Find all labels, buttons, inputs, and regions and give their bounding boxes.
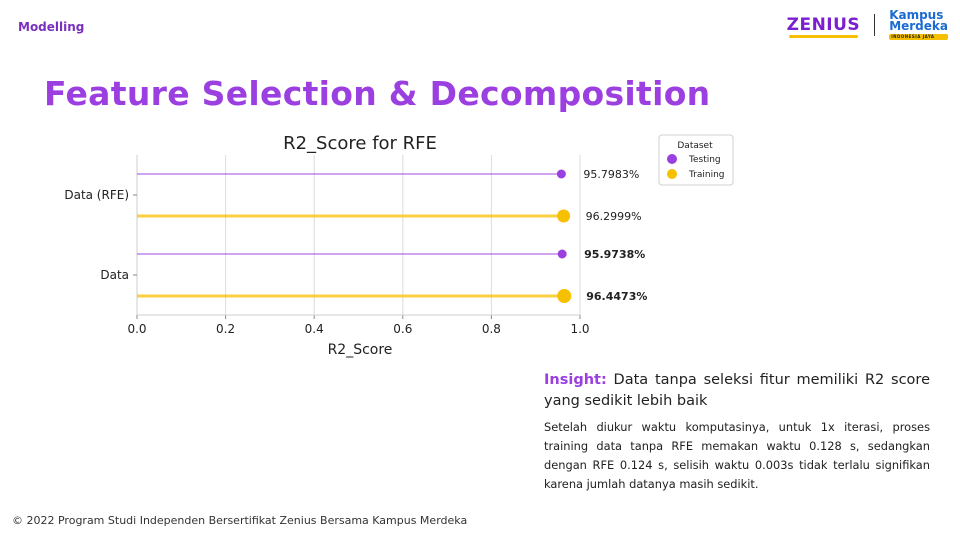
chart-title: R2_Score for RFE [283,133,437,154]
lollipop-dot-training [557,209,571,223]
data-label-testing: 95.9738% [584,248,645,261]
kampus-logo-line2: Merdeka [889,19,948,34]
footer-copyright: © 2022 Program Studi Independen Berserti… [12,514,468,527]
plot-area: 0.0 0.2 0.4 0.6 0.8 1.0 Data (RFE) 95.7983% 96.2… [64,155,647,336]
zenius-logo: ZENIUS [786,14,861,38]
r2-score-chart: R2_Score for RFE 0.0 0.2 0.4 0.6 0.8 1.0 Data … [64,133,734,358]
kampus-logo-line1: Kampus [889,8,944,22]
x-tick-label: 0.4 [305,322,324,336]
insight-body: Setelah diukur waktu komputasinya, untuk… [544,420,930,491]
data-label-training: 96.4473% [586,290,647,303]
x-tick-label: 0.8 [482,322,501,336]
insight-label: Insight: [544,372,607,388]
x-axis-label: R2_Score [328,342,393,358]
section-label: Modelling [18,20,85,34]
logo-divider [874,13,876,36]
insight-headline-paragraph: Insight: Data tanpa seleksi fitur memili… [544,370,930,412]
x-tick-label: 0.2 [216,322,235,336]
y-tick-label: Data [100,268,129,282]
lollipop-dot-testing [556,169,566,179]
legend-title: Dataset [677,141,713,151]
page-title: Feature Selection & Decomposition [44,74,711,113]
kampus-logo-tagline: INDONESIA JAYA [889,33,948,40]
legend: Dataset Testing Training [658,134,734,186]
x-tick-label: 1.0 [570,322,589,336]
data-label-testing: 95.7983% [583,168,639,181]
legend-marker-training [667,169,677,179]
legend-label-training: Training [688,170,725,180]
legend-label-testing: Testing [688,155,721,165]
kampus-merdeka-logo: Kampus Merdeka INDONESIA JAYA [889,8,948,40]
partner-logos: ZENIUS Kampus Merdeka INDONESIA JAYA [786,8,948,40]
legend-marker-testing [667,154,677,164]
insight-headline: Data tanpa seleksi fitur memiliki R2 sco… [544,372,930,409]
x-tick-label: 0.6 [393,322,412,336]
insight-panel: Insight: Data tanpa seleksi fitur memili… [544,370,930,494]
data-label-training: 96.2999% [586,210,642,223]
x-tick-label: 0.0 [127,322,146,336]
y-tick-label: Data (RFE) [64,188,129,202]
lollipop-dot-testing [557,249,567,259]
legend-box [658,134,734,186]
lollipop-dot-training [557,289,572,303]
